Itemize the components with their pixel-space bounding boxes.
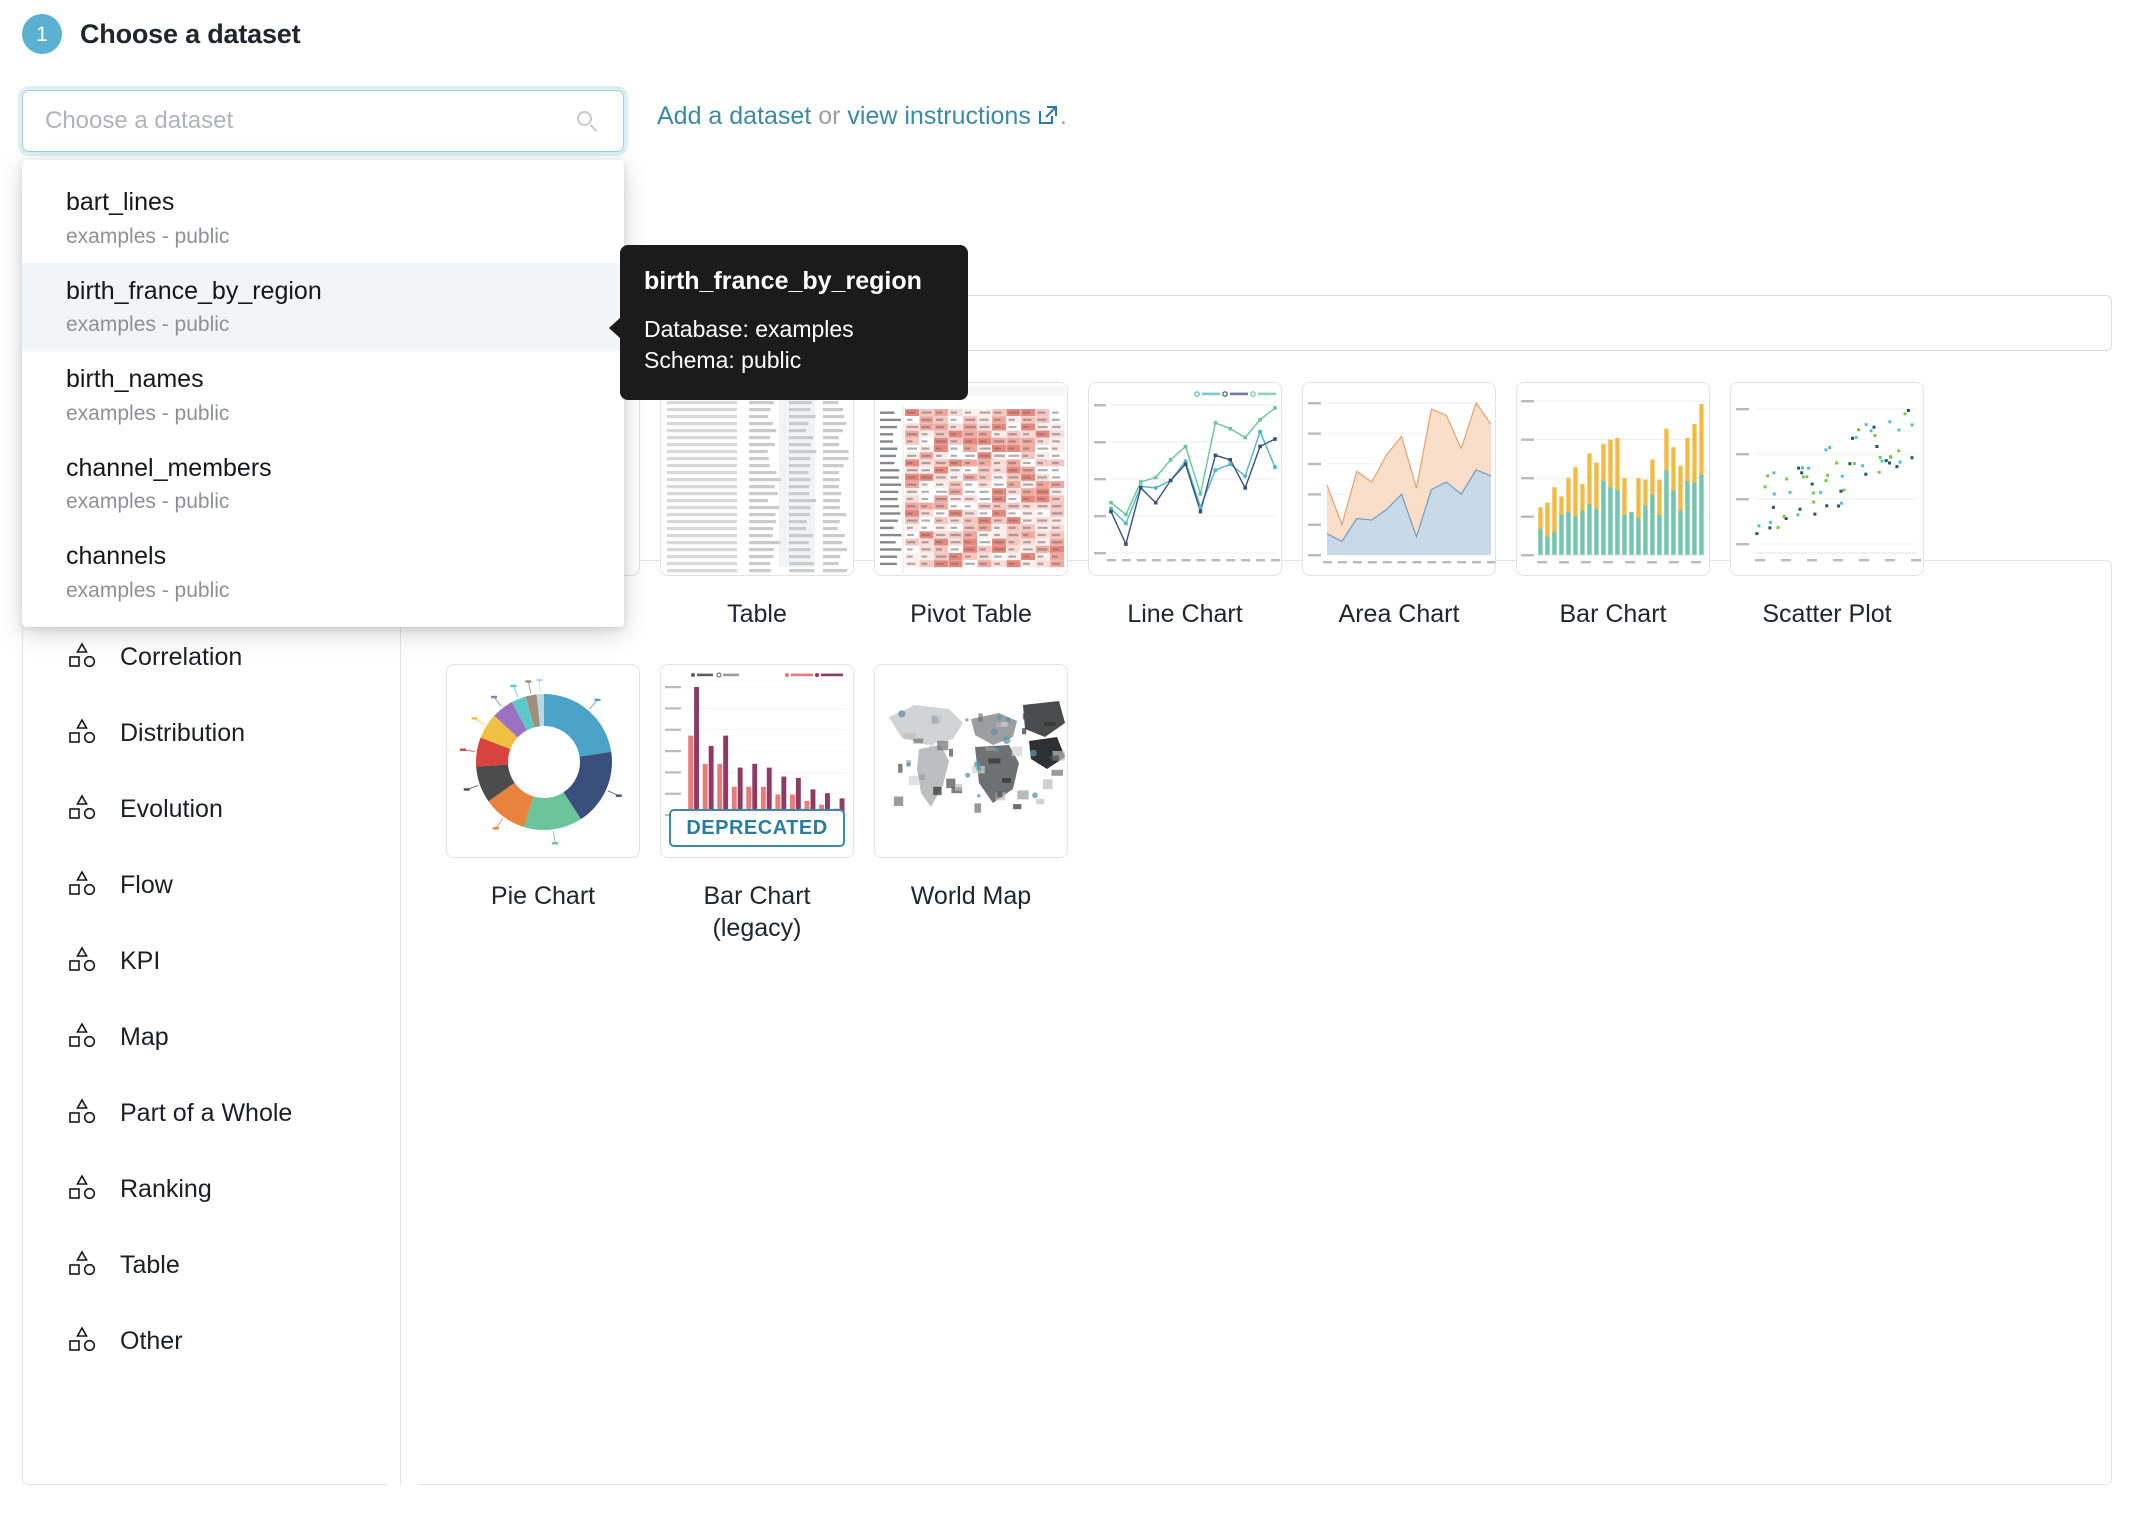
- shapes-icon: [68, 1021, 98, 1054]
- view-instructions-link[interactable]: view instructions: [847, 102, 1031, 130]
- viz-type-cell: Line Chart: [1078, 382, 1292, 630]
- deprecated-badge: DEPRECATED: [669, 809, 845, 847]
- shapes-icon: [68, 641, 98, 674]
- step-number-badge: 1: [22, 14, 62, 54]
- viz-grid-row-2: Pie Chart DEPRECATED Bar Chart (legacy) Wor…: [436, 664, 1934, 944]
- viz-type-cell: DEPRECATED Bar Chart (legacy): [650, 664, 864, 944]
- external-link-icon[interactable]: [1036, 103, 1060, 134]
- dataset-tooltip: birth_france_by_region Database: example…: [609, 245, 968, 401]
- dataset-select-placeholder: Choose a dataset: [45, 107, 234, 134]
- sidebar-item-label: Distribution: [120, 718, 246, 747]
- viz-type-cell: Pie Chart: [436, 664, 650, 944]
- viz-thumb-world-map[interactable]: [874, 664, 1068, 858]
- dataset-select[interactable]: Choose a dataset: [22, 90, 624, 152]
- viz-type-label: World Map: [910, 882, 1032, 910]
- viz-gallery-panel: [418, 560, 2112, 1485]
- viz-type-label: Bar Chart: [1559, 600, 1667, 628]
- tooltip-title: birth_france_by_region: [644, 267, 922, 295]
- viz-type-label: Area Chart: [1338, 600, 1460, 628]
- sidebar-item-label: Part of a Whole: [120, 1098, 293, 1127]
- shapes-icon: [68, 869, 98, 902]
- viz-type-label: Bar Chart (legacy): [703, 882, 811, 942]
- viz-type-cell: Pivot Table: [864, 382, 1078, 630]
- dataset-option-sub: examples - public: [66, 578, 230, 602]
- sidebar-item-evolution[interactable]: Evolution: [23, 771, 388, 847]
- sidebar-item-kpi[interactable]: KPI: [23, 923, 388, 999]
- viz-thumb-bar-chart[interactable]: [1516, 382, 1710, 576]
- dataset-dropdown[interactable]: bart_lines examples - public birth_france_…: [22, 160, 624, 627]
- sidebar-item-label: Correlation: [120, 642, 243, 671]
- sidebar-item-map[interactable]: Map: [23, 999, 388, 1075]
- viz-type-label: Scatter Plot: [1762, 600, 1892, 628]
- viz-thumb-line-chart[interactable]: [1088, 382, 1282, 576]
- viz-type-cell: World Map: [864, 664, 1078, 944]
- search-icon: [575, 108, 601, 134]
- viz-thumb-scatter-plot[interactable]: [1730, 382, 1924, 576]
- sidebar-item-label: Other: [120, 1326, 183, 1355]
- sidebar-item-correlation[interactable]: Correlation: [23, 619, 388, 695]
- shapes-icon: [68, 1325, 98, 1358]
- sidebar-item-part-of-a-whole[interactable]: Part of a Whole: [23, 1075, 388, 1151]
- dataset-option[interactable]: channel_members examples - public: [22, 440, 624, 529]
- viz-thumb-table[interactable]: [660, 382, 854, 576]
- shapes-icon: [68, 1173, 98, 1206]
- shapes-icon: [68, 793, 98, 826]
- dataset-option-name: channel_members: [66, 453, 272, 482]
- dataset-option-sub: examples - public: [66, 490, 230, 513]
- tooltip-arrow: [609, 317, 621, 339]
- links-separator: or: [811, 102, 848, 130]
- sidebar-item-label: Map: [120, 1022, 169, 1051]
- dataset-option[interactable]: birth_names examples - public: [22, 351, 624, 440]
- panel-divider: [400, 560, 401, 1485]
- viz-type-label: Pivot Table: [910, 600, 1032, 628]
- dataset-option-sub: examples - public: [66, 313, 230, 336]
- category-list: Correlation Distribution Evolution Flow KPI M…: [23, 619, 388, 1379]
- sidebar-item-label: KPI: [120, 946, 161, 975]
- step-header: 1 Choose a dataset: [22, 14, 301, 54]
- shapes-icon: [68, 717, 98, 750]
- dataset-option-name: channels: [66, 542, 167, 570]
- viz-thumb-bar-chart-legacy[interactable]: DEPRECATED: [660, 664, 854, 858]
- sidebar-item-other[interactable]: Other: [23, 1303, 388, 1379]
- tooltip-database: Database: examples: [644, 316, 854, 342]
- viz-type-cell: Area Chart: [1292, 382, 1506, 630]
- dataset-option-name: birth_names: [66, 365, 204, 393]
- shapes-icon: [68, 945, 98, 978]
- viz-thumb-pivot-table[interactable]: [874, 382, 1068, 576]
- viz-type-label: Pie Chart: [490, 882, 596, 910]
- viz-thumb-pie-chart[interactable]: [446, 664, 640, 858]
- dataset-option-sub: examples - public: [66, 401, 230, 425]
- dataset-option[interactable]: bart_lines examples - public: [22, 174, 624, 263]
- links-trailing: .: [1059, 102, 1067, 130]
- viz-type-label: Line Chart: [1127, 600, 1243, 628]
- tooltip-schema: Schema: public: [644, 347, 802, 374]
- add-dataset-link[interactable]: Add a dataset: [657, 102, 812, 130]
- viz-thumb-area-chart[interactable]: [1302, 382, 1496, 576]
- dataset-option[interactable]: channels examples - public: [22, 528, 624, 617]
- dataset-option-name: bart_lines: [66, 188, 175, 216]
- page-title: Choose a dataset: [80, 18, 301, 49]
- viz-type-label: Table: [727, 600, 787, 628]
- sidebar-item-table[interactable]: Table: [23, 1227, 388, 1303]
- shapes-icon: [68, 1249, 98, 1282]
- viz-type-cell: Table: [650, 382, 864, 630]
- sidebar-item-label: Flow: [120, 870, 173, 899]
- shapes-icon: [68, 1097, 98, 1130]
- category-sidebar: Category CorrelationDistributionEvolutio…: [22, 560, 388, 1485]
- dataset-option-name: birth_france_by_region: [66, 276, 322, 305]
- dataset-option[interactable]: birth_france_by_region examples - public: [22, 262, 624, 351]
- sidebar-item-distribution[interactable]: Distribution: [23, 695, 388, 771]
- sidebar-item-label: Table: [120, 1250, 180, 1279]
- dataset-help-links: Add a dataset or view instructions.: [657, 102, 1067, 134]
- viz-type-cell: Bar Chart: [1506, 382, 1720, 630]
- sidebar-item-label: Evolution: [120, 794, 223, 823]
- sidebar-item-ranking[interactable]: Ranking: [23, 1151, 388, 1227]
- dataset-option-sub: examples - public: [66, 224, 230, 248]
- sidebar-item-label: Ranking: [120, 1174, 212, 1203]
- sidebar-item-flow[interactable]: Flow: [23, 847, 388, 923]
- viz-type-cell: Scatter Plot: [1720, 382, 1934, 630]
